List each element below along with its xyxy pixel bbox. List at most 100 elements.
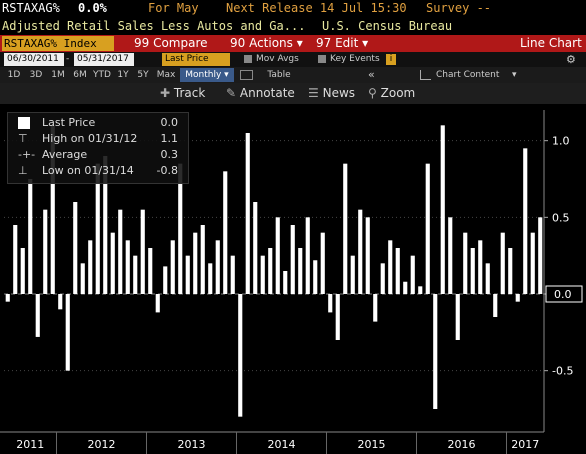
- key-events-checkbox[interactable]: [318, 55, 326, 63]
- y-tick-label: -0.5: [552, 365, 573, 378]
- average-marker-icon: -+-: [18, 148, 36, 161]
- x-year-label: 2017: [511, 438, 539, 451]
- field-select[interactable]: Last Price: [162, 53, 230, 66]
- line-chart-icon[interactable]: [240, 70, 253, 80]
- frequency-select[interactable]: Monthly ▾: [180, 68, 234, 82]
- zoom-tool[interactable]: ⚲ Zoom: [368, 85, 415, 102]
- period-6m[interactable]: 6M: [73, 70, 87, 80]
- compare-menu[interactable]: 99 Compare: [134, 36, 208, 50]
- bar: [163, 266, 168, 294]
- y-tick-label: 1.0: [552, 135, 570, 148]
- legend-last-price: Last Price 0.0: [14, 116, 184, 130]
- period-5y[interactable]: 5Y: [137, 70, 149, 80]
- period-1m[interactable]: 1M: [51, 70, 65, 80]
- bar: [140, 209, 145, 294]
- bar: [103, 156, 108, 294]
- bar: [88, 240, 93, 294]
- bar: [290, 225, 295, 294]
- bar: [403, 281, 408, 294]
- info-icon[interactable]: i: [386, 54, 396, 65]
- bar: [350, 255, 355, 294]
- bar: [463, 232, 468, 294]
- edit-menu[interactable]: 97 Edit ▾: [316, 36, 369, 50]
- x-year-label: 2014: [268, 438, 296, 451]
- bar: [215, 240, 220, 294]
- x-year-label: 2016: [448, 438, 476, 451]
- actions-menu[interactable]: 90 Actions ▾: [230, 36, 303, 50]
- chart-content-dropdown-icon[interactable]: ▾: [512, 70, 517, 80]
- bar: [223, 171, 228, 294]
- bar: [305, 217, 310, 294]
- period-max[interactable]: Max: [156, 70, 176, 80]
- annotate-tool[interactable]: ✎ Annotate: [226, 85, 295, 102]
- zoom-label: Zoom: [380, 86, 416, 100]
- x-year-label: 2012: [88, 438, 116, 451]
- survey: Survey --: [426, 1, 492, 15]
- bar: [170, 240, 175, 294]
- bar: [395, 248, 400, 294]
- bar: [50, 125, 55, 294]
- bar: [440, 125, 445, 294]
- mov-avgs-label[interactable]: Mov Avgs: [256, 54, 299, 64]
- bar: [508, 248, 513, 294]
- track-label: Track: [173, 86, 206, 100]
- period-bar: 1D 3D 1M 6M YTD 1Y 5Y Max Monthly ▾ Tabl…: [0, 67, 586, 83]
- bar: [178, 163, 183, 294]
- bar: [425, 163, 430, 294]
- bar: [335, 294, 340, 340]
- x-axis: 2011 2012 2013 2014 2015 2016 2017: [0, 431, 544, 454]
- gear-icon[interactable]: ⚙: [566, 53, 576, 66]
- ticker-symbol: RSTAXAG%: [2, 1, 60, 15]
- bar: [35, 294, 40, 337]
- x-year-label: 2013: [178, 438, 206, 451]
- bar: [5, 294, 10, 302]
- table-button[interactable]: Table: [267, 70, 291, 80]
- bar: [43, 209, 48, 294]
- bar: [328, 294, 333, 313]
- period-1y[interactable]: 1Y: [117, 70, 129, 80]
- bar: [373, 294, 378, 322]
- bar: [208, 263, 213, 294]
- bar: [538, 217, 543, 294]
- bar: [455, 294, 460, 340]
- x-year-label: 2015: [358, 438, 386, 451]
- end-date-input[interactable]: 05/31/2017: [74, 53, 134, 66]
- start-date-input[interactable]: 06/30/2011: [4, 53, 64, 66]
- legend-average-label: Average: [42, 148, 88, 161]
- low-marker-icon: ⊥: [18, 164, 28, 177]
- mov-avgs-checkbox[interactable]: [244, 55, 252, 63]
- bar: [313, 260, 318, 294]
- next-release: Next Release 14 Jul 15:30: [226, 1, 407, 15]
- chart-type-label[interactable]: Line Chart: [520, 36, 582, 50]
- ticker-index-box[interactable]: RSTAXAG% Index: [2, 36, 114, 51]
- date-separator: -: [66, 54, 70, 64]
- bar: [125, 240, 130, 294]
- bar-chart[interactable]: 1.00.5-0.50.0 2011 2012 2013 2014 2015 2016 20…: [0, 104, 586, 454]
- chart-content-icon: [420, 70, 431, 80]
- chart-content-button[interactable]: Chart Content: [436, 70, 500, 80]
- bar: [185, 255, 190, 294]
- key-events-label[interactable]: Key Events: [330, 54, 380, 64]
- track-tool[interactable]: ✚ Track: [160, 85, 205, 102]
- annotate-label: Annotate: [239, 86, 295, 100]
- period-3d[interactable]: 3D: [29, 70, 43, 80]
- legend-high: ⊤ High on 01/31/12 1.1: [14, 132, 184, 146]
- bar: [13, 225, 18, 294]
- legend-panel: Last Price 0.0 ⊤ High on 01/31/12 1.1 -+…: [7, 112, 189, 184]
- period-1d[interactable]: 1D: [7, 70, 21, 80]
- header-row-2: Adjusted Retail Sales Less Autos and Ga.…: [0, 17, 586, 35]
- period-ytd[interactable]: YTD: [93, 70, 111, 80]
- menu-bar: RSTAXAG% Index 99 Compare 90 Actions ▾ 9…: [0, 35, 586, 52]
- collapse-icon[interactable]: «: [368, 68, 375, 81]
- bar: [110, 232, 115, 294]
- news-tool[interactable]: ☰ News: [308, 85, 355, 102]
- bar: [65, 294, 70, 371]
- bar: [388, 240, 393, 294]
- bar: [238, 294, 243, 417]
- bar: [155, 294, 160, 313]
- bar: [320, 232, 325, 294]
- tools-bar: ✚ Track ✎ Annotate ☰ News ⚲ Zoom: [0, 83, 586, 104]
- bar: [500, 232, 505, 294]
- last-value: 0.0%: [78, 1, 107, 15]
- news-label: News: [322, 86, 356, 100]
